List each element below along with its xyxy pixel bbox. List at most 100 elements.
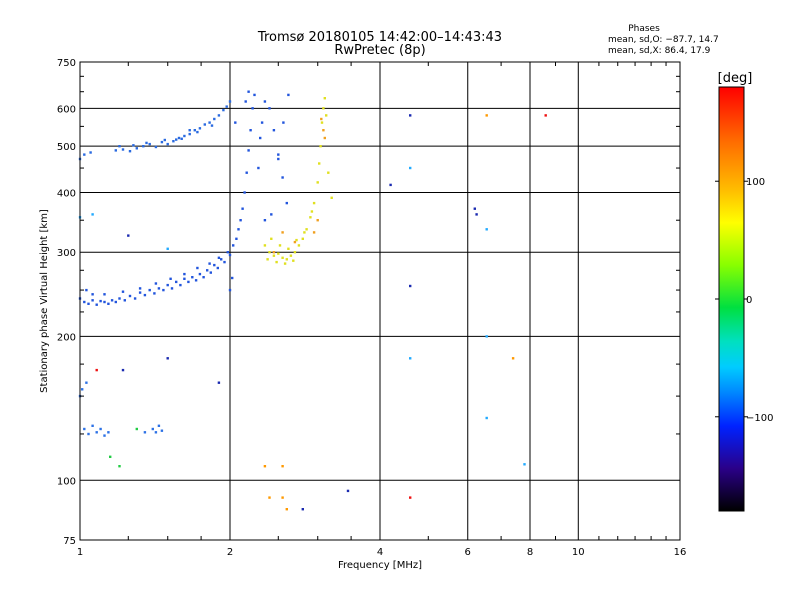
data-point — [281, 465, 284, 468]
phase-info-x: mean, sd,X: 86.4, 17.9 — [608, 46, 711, 56]
y-axis-title: Stationary phase Virtual Height [km] — [39, 209, 50, 393]
data-point — [109, 455, 112, 458]
data-point — [319, 145, 322, 148]
chart-subtitle: RwPretec (8p) — [334, 43, 425, 58]
data-point — [234, 121, 237, 124]
data-point — [216, 266, 219, 270]
data-point — [292, 259, 295, 262]
data-point — [260, 121, 264, 124]
data-point — [198, 127, 202, 130]
data-point — [91, 213, 94, 216]
chart-title: Tromsø 20180105 14:42:00–14:43:43 — [257, 30, 502, 45]
data-point — [268, 107, 271, 110]
data-point — [194, 279, 198, 282]
y-tick-label: 600 — [57, 104, 76, 115]
data-point — [266, 258, 269, 261]
data-point — [85, 288, 88, 292]
y-axis-ticks: 75 100 200 300 400 500 600 750 — [57, 58, 680, 547]
data-point — [166, 247, 169, 250]
data-point — [103, 434, 106, 437]
data-point — [188, 129, 191, 132]
data-point — [257, 166, 260, 170]
data-point — [346, 489, 350, 493]
data-point — [180, 137, 183, 140]
data-point — [277, 252, 280, 255]
data-point — [121, 148, 125, 151]
data-point — [285, 201, 288, 205]
data-point — [318, 162, 321, 165]
data-point — [309, 216, 312, 219]
x-tick-label: 8 — [527, 547, 533, 558]
data-point — [183, 134, 186, 138]
data-point — [277, 157, 280, 161]
data-point — [226, 251, 229, 254]
phase-info-title: Phases — [628, 24, 660, 34]
data-point — [208, 121, 211, 124]
x-tick-label: 6 — [465, 547, 471, 558]
x-axis-ticks: 1 2 4 6 8 10 16 — [77, 62, 687, 558]
data-point — [202, 276, 205, 279]
data-point — [272, 254, 276, 257]
y-tick-label: 750 — [57, 58, 76, 69]
data-point — [281, 496, 284, 499]
data-point — [301, 508, 304, 511]
data-point — [259, 136, 262, 140]
data-point — [135, 147, 138, 150]
data-point — [241, 207, 244, 210]
data-point — [103, 300, 106, 304]
grid-lines — [80, 62, 680, 540]
data-point — [187, 280, 190, 284]
data-point — [263, 219, 267, 222]
data-point — [270, 213, 273, 216]
data-point — [107, 431, 110, 434]
colorbar — [718, 86, 745, 512]
data-point — [170, 287, 174, 290]
data-point — [179, 283, 182, 287]
data-point — [523, 463, 526, 466]
data-point — [237, 228, 240, 231]
data-point — [160, 429, 164, 432]
data-point — [239, 219, 242, 222]
data-point — [166, 357, 169, 360]
data-point — [118, 465, 121, 468]
data-point — [228, 288, 232, 292]
data-point — [228, 100, 232, 103]
data-point — [183, 272, 186, 276]
data-point — [103, 293, 106, 296]
data-point — [89, 151, 92, 154]
data-point — [235, 237, 238, 240]
data-point — [251, 107, 254, 110]
data-point — [121, 368, 125, 372]
data-point — [316, 219, 319, 222]
data-point — [132, 144, 135, 147]
data-point — [263, 244, 267, 247]
data-point — [143, 293, 147, 297]
data-point — [154, 282, 158, 285]
data-point — [196, 130, 199, 134]
data-point — [91, 424, 94, 427]
y-tick-label: 400 — [57, 188, 76, 199]
data-point — [151, 427, 154, 431]
data-point — [301, 237, 304, 240]
data-point — [191, 276, 194, 279]
data-point — [193, 129, 196, 132]
data-point — [135, 427, 138, 431]
data-point — [278, 244, 282, 247]
data-point — [389, 183, 392, 187]
data-point — [121, 290, 125, 293]
data-point — [409, 496, 412, 499]
data-point — [225, 105, 228, 108]
x-tick-label: 1 — [77, 547, 83, 558]
data-point — [118, 145, 121, 148]
data-point — [247, 90, 250, 93]
colorbar-ticks: 100 0 −100 — [715, 177, 773, 424]
data-point — [323, 136, 326, 140]
data-point — [289, 254, 293, 257]
phase-info-o: mean, sd,O: −87.7, 14.7 — [608, 35, 719, 45]
data-point — [223, 260, 226, 264]
data-point — [95, 303, 98, 306]
x-tick-label: 16 — [674, 547, 687, 558]
colorbar-tick-label: 0 — [746, 295, 752, 306]
data-point — [172, 140, 175, 143]
data-point — [107, 302, 110, 305]
